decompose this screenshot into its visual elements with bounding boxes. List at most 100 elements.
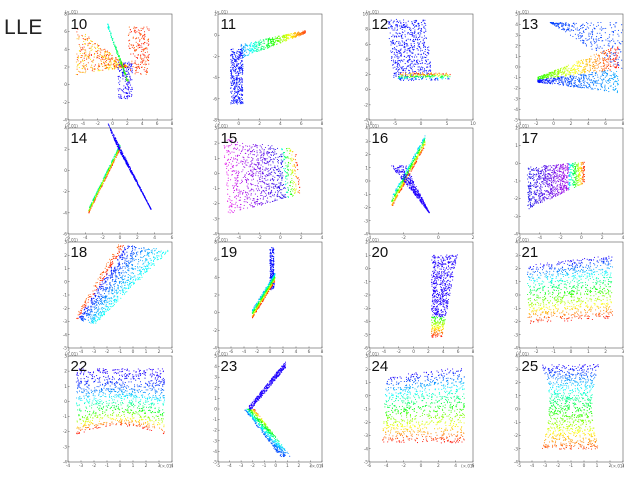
data-point <box>600 51 602 53</box>
data-point <box>277 161 279 163</box>
data-point <box>612 32 615 34</box>
data-point <box>273 195 275 197</box>
data-point <box>77 60 79 62</box>
data-point <box>283 38 285 40</box>
data-point <box>570 81 572 83</box>
data-point <box>238 206 240 208</box>
data-point <box>437 79 439 81</box>
data-point <box>123 95 126 97</box>
data-point <box>147 44 149 46</box>
data-point <box>146 57 148 59</box>
data-point <box>412 64 414 66</box>
data-point <box>110 36 112 38</box>
data-point <box>418 24 420 26</box>
data-point <box>395 62 397 64</box>
data-point <box>575 65 577 67</box>
data-point <box>242 103 244 105</box>
data-point <box>90 66 92 68</box>
data-point <box>422 66 424 68</box>
data-point <box>538 77 540 79</box>
data-point <box>105 57 107 59</box>
data-point <box>405 75 407 78</box>
data-point <box>269 146 272 148</box>
data-point <box>423 68 426 70</box>
data-point <box>412 70 414 73</box>
data-point <box>109 58 111 60</box>
data-point <box>148 29 150 31</box>
data-point <box>232 97 234 99</box>
data-point <box>596 49 598 51</box>
data-point <box>85 38 87 40</box>
data-point <box>596 67 598 69</box>
data-point <box>291 188 293 190</box>
data-point <box>585 71 587 73</box>
data-point <box>123 70 125 73</box>
data-point <box>409 76 412 78</box>
data-point <box>449 73 451 75</box>
data-point <box>608 64 610 66</box>
data-point <box>239 63 241 65</box>
data-point <box>267 40 269 42</box>
data-point <box>392 63 394 65</box>
data-point <box>78 37 80 39</box>
data-point <box>407 48 409 50</box>
data-point <box>389 32 391 34</box>
data-point <box>79 45 81 47</box>
data-point <box>601 29 603 31</box>
data-point <box>120 65 122 67</box>
data-point <box>231 102 233 105</box>
data-point <box>85 51 87 53</box>
data-point <box>612 31 614 33</box>
data-point <box>132 53 134 55</box>
data-point <box>414 19 416 21</box>
data-point <box>124 62 126 64</box>
data-point <box>255 41 257 43</box>
data-point <box>579 74 581 76</box>
data-point <box>242 176 244 179</box>
data-point <box>227 185 229 187</box>
data-point <box>78 63 80 65</box>
data-point <box>112 39 114 42</box>
data-point <box>233 98 236 100</box>
data-point <box>606 75 608 77</box>
data-point <box>114 46 116 48</box>
x-tick-label: -6 <box>66 121 71 127</box>
data-point <box>134 31 136 33</box>
data-point <box>295 35 297 37</box>
data-point <box>396 24 398 26</box>
data-point <box>587 39 589 41</box>
data-point <box>571 69 573 71</box>
data-point <box>604 88 606 90</box>
data-point <box>240 77 242 79</box>
data-point <box>409 28 411 30</box>
data-point <box>112 57 114 59</box>
data-point <box>93 65 95 67</box>
data-point <box>568 28 570 30</box>
data-point <box>259 176 262 178</box>
data-point <box>237 55 239 57</box>
data-point <box>595 72 597 74</box>
data-point <box>113 68 115 70</box>
data-point <box>585 38 587 40</box>
data-point <box>261 168 264 170</box>
data-point <box>265 194 267 196</box>
data-point <box>609 55 611 57</box>
data-point <box>547 76 549 78</box>
data-point <box>541 80 543 82</box>
data-point <box>585 28 587 30</box>
y-tick-label: 0 <box>64 168 67 174</box>
data-point <box>617 76 619 78</box>
data-point <box>551 81 553 83</box>
data-point <box>612 73 614 75</box>
data-point <box>604 84 606 86</box>
data-point <box>583 75 585 77</box>
data-point <box>141 49 143 51</box>
data-point <box>587 87 589 89</box>
data-point <box>547 81 549 83</box>
data-point <box>246 201 248 203</box>
data-point <box>561 24 563 26</box>
data-point <box>600 84 602 86</box>
data-point <box>130 95 132 97</box>
data-point <box>566 29 568 31</box>
data-point <box>592 64 594 66</box>
